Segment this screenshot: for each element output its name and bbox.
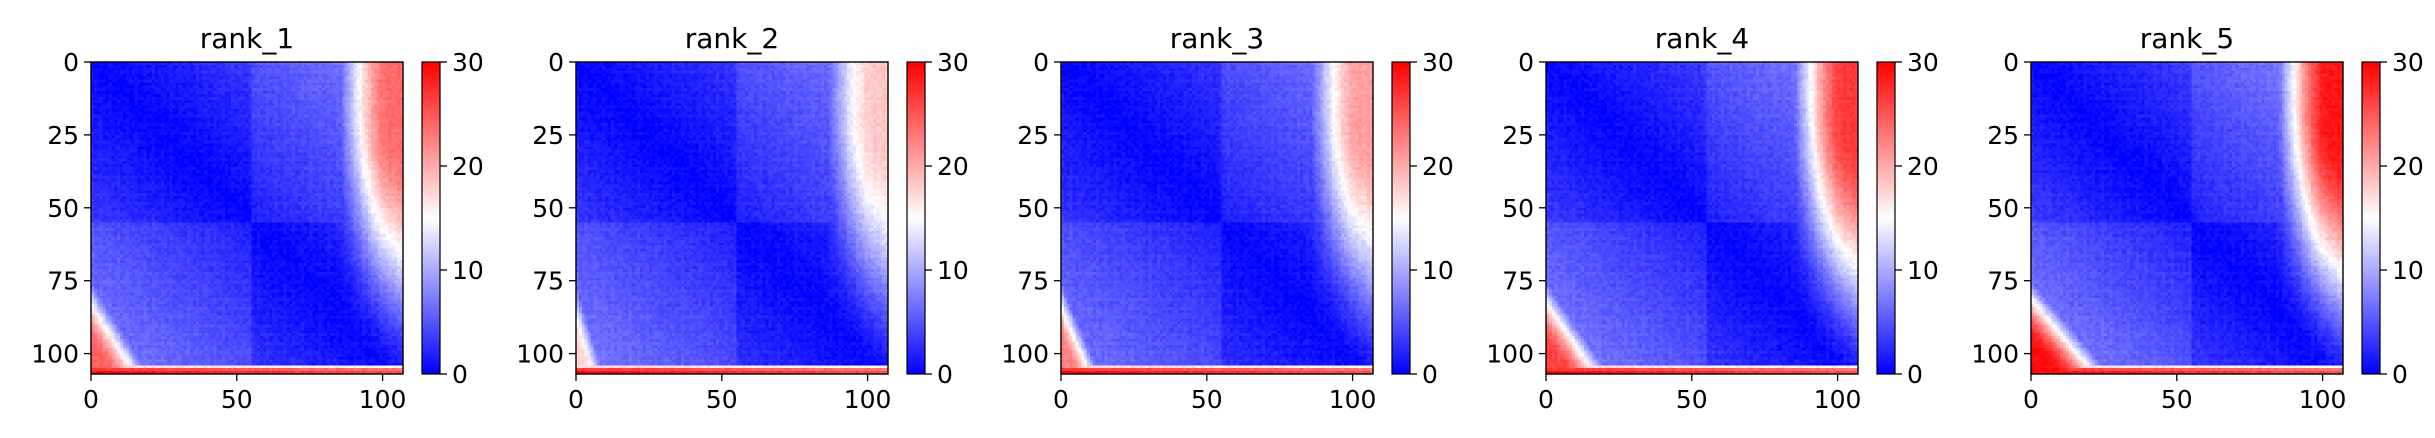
y-tick-label: 75 (532, 267, 564, 296)
y-tick-label: 25 (532, 121, 564, 150)
y-tick-label: 100 (31, 340, 79, 369)
colorbar (906, 61, 926, 375)
axes-frame (2030, 61, 2344, 375)
x-tick-label: 0 (1538, 385, 1554, 414)
colorbar (1391, 61, 1411, 375)
x-tick-label: 50 (706, 385, 738, 414)
y-tick-label: 75 (1502, 267, 1534, 296)
x-tick-label: 0 (568, 385, 584, 414)
colorbar (1876, 61, 1896, 375)
panel-title: rank_2 (685, 22, 779, 55)
colorbar (2361, 61, 2381, 375)
colorbar-tick-label: 0 (452, 360, 468, 389)
x-tick-label: 0 (83, 385, 99, 414)
y-tick-label: 100 (516, 340, 564, 369)
colorbar-tick-label: 0 (1422, 360, 1438, 389)
heatmap-cells (1061, 62, 1373, 374)
colorbar-tick-label: 20 (2392, 152, 2424, 181)
colorbar-tick-label: 10 (1422, 256, 1454, 285)
y-tick-label: 25 (1017, 121, 1049, 150)
y-tick-label: 75 (1987, 267, 2019, 296)
colorbar-tick-label: 10 (452, 256, 484, 285)
y-tick-label: 50 (47, 194, 79, 223)
y-tick-label: 50 (532, 194, 564, 223)
panel-title: rank_5 (2140, 22, 2234, 55)
y-tick-label: 100 (1971, 340, 2019, 369)
colorbar-tick-label: 20 (937, 152, 969, 181)
colorbar-tick-label: 0 (937, 360, 953, 389)
y-tick-label: 75 (47, 267, 79, 296)
y-tick-label: 75 (1017, 267, 1049, 296)
axes-frame (575, 61, 889, 375)
x-tick-label: 0 (2023, 385, 2039, 414)
y-tick-label: 0 (548, 48, 564, 77)
y-tick-label: 100 (1486, 340, 1534, 369)
axes-frame (1060, 61, 1374, 375)
x-tick-label: 100 (1814, 385, 1862, 414)
colorbar (421, 61, 441, 375)
axes-frame (1545, 61, 1859, 375)
panel-title: rank_3 (1170, 22, 1264, 55)
y-tick-label: 0 (1518, 48, 1534, 77)
y-tick-label: 0 (63, 48, 79, 77)
colorbar-tick-label: 20 (1422, 152, 1454, 181)
y-tick-label: 0 (2003, 48, 2019, 77)
colorbar-tick-label: 30 (452, 48, 484, 77)
colorbar-tick-label: 0 (1907, 360, 1923, 389)
colorbar-tick-label: 0 (2392, 360, 2408, 389)
x-tick-label: 100 (844, 385, 892, 414)
x-tick-label: 50 (1676, 385, 1708, 414)
x-tick-label: 50 (221, 385, 253, 414)
colorbar-tick-label: 30 (937, 48, 969, 77)
colorbar-tick-label: 30 (1907, 48, 1939, 77)
x-tick-label: 100 (2299, 385, 2347, 414)
x-tick-label: 100 (359, 385, 407, 414)
colorbar-tick-label: 20 (452, 152, 484, 181)
y-tick-label: 0 (1033, 48, 1049, 77)
y-tick-label: 25 (47, 121, 79, 150)
colorbar-tick-label: 10 (1907, 256, 1939, 285)
y-tick-label: 50 (1017, 194, 1049, 223)
y-tick-label: 25 (1987, 121, 2019, 150)
axes-frame (90, 61, 404, 375)
panel-title: rank_1 (200, 22, 294, 55)
x-tick-label: 0 (1053, 385, 1069, 414)
colorbar-tick-label: 10 (2392, 256, 2424, 285)
y-tick-label: 100 (1001, 340, 1049, 369)
panel-title: rank_4 (1655, 22, 1749, 55)
heatmap-cells (2031, 62, 2343, 374)
x-tick-label: 50 (1191, 385, 1223, 414)
y-tick-label: 50 (1987, 194, 2019, 223)
colorbar-tick-label: 30 (1422, 48, 1454, 77)
heatmap-cells (1546, 62, 1858, 374)
x-tick-label: 50 (2161, 385, 2193, 414)
colorbar-tick-label: 10 (937, 256, 969, 285)
y-tick-label: 50 (1502, 194, 1534, 223)
heatmap-cells (91, 62, 403, 374)
colorbar-tick-label: 20 (1907, 152, 1939, 181)
heatmap-cells (576, 62, 888, 374)
y-tick-label: 25 (1502, 121, 1534, 150)
colorbar-tick-label: 30 (2392, 48, 2424, 77)
x-tick-label: 100 (1329, 385, 1377, 414)
